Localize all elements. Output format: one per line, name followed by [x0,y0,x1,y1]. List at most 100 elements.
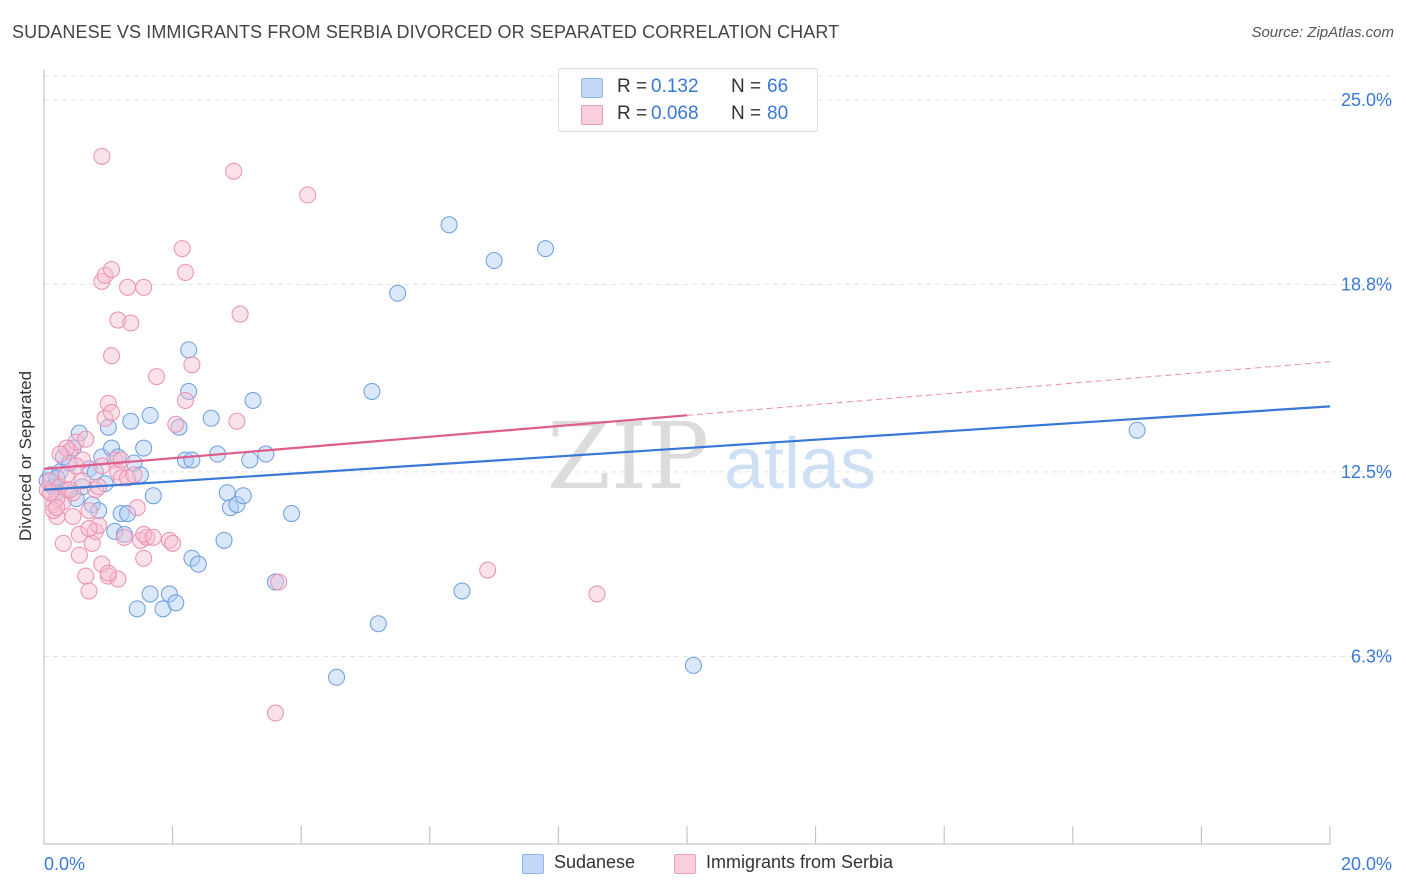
legend-n-value: 80 [767,103,789,124]
point-sudanese [328,668,346,686]
point-sudanese [453,582,471,600]
point-sudanese [189,555,207,573]
point-serbia [176,263,194,281]
y-tick-label: 12.5% [1341,462,1392,482]
point-serbia [183,356,201,374]
stats-legend: R = 0.132 N = 66 R = 0.068 N = 80 [558,68,818,132]
y-tick-label: 25.0% [1341,90,1392,110]
point-serbia [54,534,72,552]
legend-r-label: R = [617,76,648,97]
point-sudanese [144,487,162,505]
bottom-legend-label-serbia: Immigrants from Serbia [706,852,894,872]
point-serbia [231,305,249,323]
point-sudanese [215,531,233,549]
chart-title: SUDANESE VS IMMIGRANTS FROM SERBIA DIVOR… [12,22,840,42]
point-serbia [103,403,121,421]
point-sudanese [283,505,301,523]
point-serbia [588,585,606,603]
point-sudanese [537,240,555,258]
point-sudanese [228,496,246,514]
point-serbia [225,162,243,180]
y-axis-label: Divorced or Separated [16,370,35,542]
point-serbia [112,451,130,469]
point-sudanese [70,424,88,442]
point-serbia [67,433,85,451]
point-sudanese [119,505,137,523]
y-tick-label: 6.3% [1351,646,1392,666]
legend-n-label: N = [731,76,762,97]
trend-line-serbia-extension [686,361,1331,416]
point-serbia [80,582,98,600]
point-serbia [80,519,98,537]
point-sudanese [234,487,252,505]
point-serbia [138,528,156,546]
point-sudanese [1128,421,1146,439]
point-serbia [77,430,95,448]
bottom-legend-swatch-sudanese [522,854,544,874]
point-sudanese [202,409,220,427]
point-serbia [48,499,66,517]
point-serbia [93,457,111,475]
watermark: ZIP atlas [547,403,876,510]
point-sudanese [106,522,124,540]
point-serbia [93,147,111,165]
point-sudanese [54,448,72,466]
point-sudanese [244,391,262,409]
point-serbia [77,567,95,585]
point-sudanese [369,615,387,633]
point-sudanese [170,418,188,436]
point-serbia [228,412,246,430]
point-serbia [61,481,79,499]
point-sudanese [141,406,159,424]
point-serbia [109,311,127,329]
point-sudanese [180,341,198,359]
point-serbia [103,347,121,365]
point-serbia [144,528,162,546]
point-serbia [45,502,63,520]
point-sudanese [128,600,146,618]
point-serbia [167,415,185,433]
point-serbia [74,451,92,469]
tick-labels: 6.3% 12.5% 18.8% 25.0% 0.0% 20.0% [44,90,1392,874]
point-serbia [119,278,137,296]
point-serbia [74,472,92,490]
point-serbia [160,531,178,549]
point-sudanese [183,451,201,469]
grid-lines [44,75,1392,657]
bottom-legend-label-sudanese: Sudanese [554,852,636,872]
point-serbia [270,573,288,591]
trend-line-sudanese [43,405,1331,491]
point-serbia [109,570,127,588]
point-sudanese [241,451,259,469]
point-serbia [58,439,76,457]
point-serbia [70,525,88,543]
watermark-atlas: atlas [724,424,876,504]
legend-r-label: R = [617,103,648,124]
legend-swatch-sudanese [581,78,603,98]
point-sudanese [684,656,702,674]
axes [43,70,1331,845]
point-serbia [299,186,317,204]
point-serbia [90,516,108,534]
point-sudanese [440,216,458,234]
point-serbia [164,534,182,552]
point-sudanese [485,252,503,270]
point-serbia [64,508,82,526]
point-serbia [51,445,69,463]
legend-n-label: N = [731,103,762,124]
point-serbia [41,484,59,502]
x-tick-label: 0.0% [44,854,85,874]
point-serbia [61,442,79,460]
point-serbia [99,564,117,582]
point-serbia [115,528,133,546]
trend-lines [43,361,1331,491]
point-serbia [479,561,497,579]
point-serbia [173,240,191,258]
point-serbia [122,314,140,332]
legend-r-value: 0.132 [651,76,699,97]
point-serbia [96,266,114,284]
point-sudanese [389,284,407,302]
point-sudanese [167,594,185,612]
legend-n-value: 66 [767,76,789,97]
